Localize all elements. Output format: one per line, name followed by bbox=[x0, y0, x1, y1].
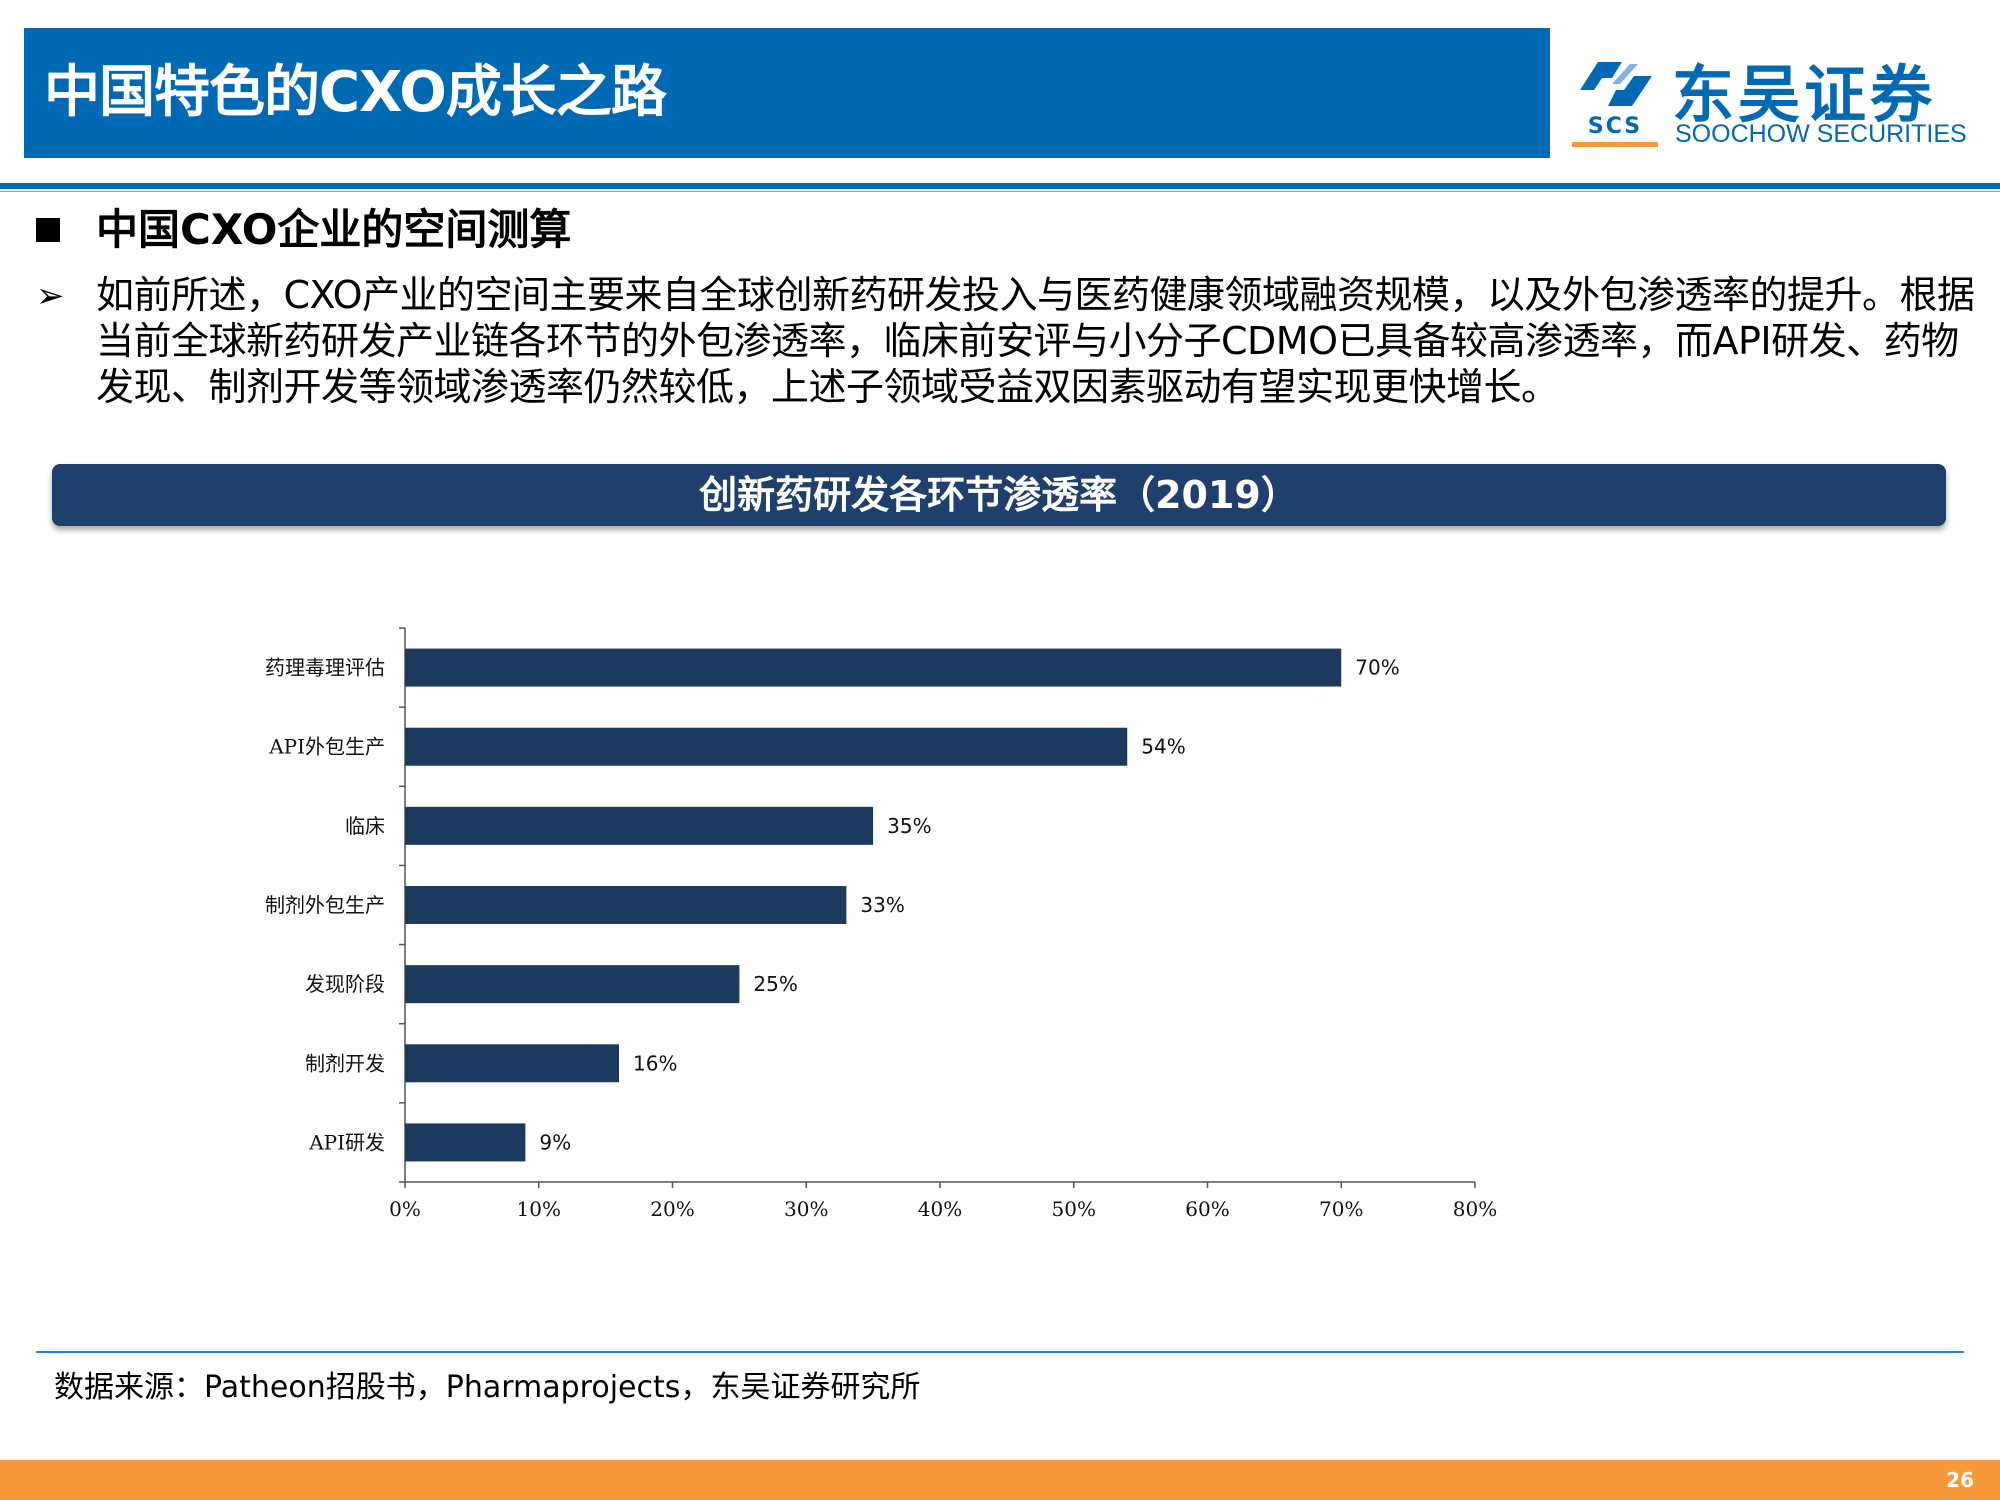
bar bbox=[405, 1044, 619, 1083]
category-label: API研发 bbox=[308, 1130, 385, 1154]
x-tick-label: 40% bbox=[918, 1197, 962, 1221]
footer-divider bbox=[36, 1351, 1964, 1353]
category-label: 制剂开发 bbox=[305, 1051, 385, 1075]
page-title: 中国特色的CXO成长之路 bbox=[44, 60, 667, 125]
category-label: 制剂外包生产 bbox=[265, 893, 385, 917]
company-logo: SCS 东吴证券 SOOCHOW SECURITIES bbox=[1572, 50, 1972, 150]
scs-logo-icon bbox=[1580, 62, 1652, 106]
category-label: 发现阶段 bbox=[305, 972, 385, 996]
x-tick-label: 20% bbox=[650, 1197, 694, 1221]
bar bbox=[405, 886, 847, 924]
bar bbox=[405, 806, 874, 845]
data-source: 数据来源：Patheon招股书，Pharmaprojects，东吴证券研究所 bbox=[54, 1370, 921, 1405]
x-tick-label: 80% bbox=[1453, 1197, 1497, 1221]
category-label: API外包生产 bbox=[268, 735, 385, 759]
bar bbox=[405, 727, 1128, 766]
category-label: 药理毒理评估 bbox=[265, 656, 385, 680]
arrow-bullet-icon: ➢ bbox=[36, 276, 65, 316]
section-title: 中国CXO企业的空间测算 bbox=[96, 205, 572, 254]
header-divider-thin bbox=[0, 191, 2000, 192]
x-tick-label: 60% bbox=[1185, 1197, 1229, 1221]
logo-en-name: SOOCHOW SECURITIES bbox=[1675, 120, 1967, 148]
value-label: 54% bbox=[1141, 735, 1185, 759]
bar bbox=[405, 648, 1342, 687]
x-tick-label: 30% bbox=[784, 1197, 828, 1221]
x-tick-label: 0% bbox=[389, 1197, 421, 1221]
square-bullet-icon bbox=[36, 218, 60, 242]
category-label: 临床 bbox=[345, 814, 385, 838]
bar bbox=[405, 965, 740, 1004]
value-label: 9% bbox=[539, 1130, 571, 1154]
page-number: 26 bbox=[1946, 1468, 1974, 1492]
header-bar: 中国特色的CXO成长之路 bbox=[24, 28, 1550, 158]
logo-cn-name: 东吴证券 bbox=[1672, 58, 1937, 131]
body-text: 如前所述，CXO产业的空间主要来自全球创新药研发投入与医药健康领域融资规模，以及… bbox=[96, 273, 1975, 409]
x-tick-label: 50% bbox=[1052, 1197, 1096, 1221]
bar-chart: 0% 10% 20% 30% 40% 50% 60% 70% 80% 药理毒理评估 70% API外包… bbox=[265, 627, 1497, 1221]
x-tick-label: 70% bbox=[1319, 1197, 1363, 1221]
value-label: 25% bbox=[753, 972, 797, 996]
x-tick-label: 10% bbox=[517, 1197, 561, 1221]
chart-title: 创新药研发各环节渗透率（2019） bbox=[699, 473, 1299, 517]
header-divider bbox=[0, 183, 2000, 189]
value-label: 16% bbox=[633, 1051, 677, 1075]
logo-abbr: SCS bbox=[1572, 116, 1658, 147]
value-label: 70% bbox=[1355, 656, 1399, 680]
value-label: 35% bbox=[887, 814, 931, 838]
value-label: 33% bbox=[860, 893, 904, 917]
bottom-bar: 26 bbox=[0, 1460, 2000, 1500]
bar bbox=[405, 1123, 526, 1162]
chart-title-banner: 创新药研发各环节渗透率（2019） bbox=[52, 464, 1946, 526]
